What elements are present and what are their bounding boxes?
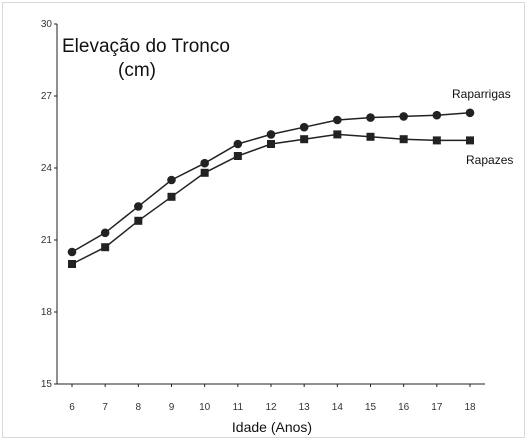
- data-point-raparrigas: [266, 130, 276, 139]
- y-tick-label: 15: [41, 379, 53, 390]
- data-point-rapazes: [366, 132, 375, 141]
- series-label-raparrigas: Raparrigas: [452, 87, 511, 101]
- y-tick-label: 24: [41, 163, 53, 174]
- data-point-rapazes: [466, 136, 474, 145]
- data-point-raparrigas: [366, 113, 375, 122]
- data-point-raparrigas: [299, 122, 309, 132]
- x-tick-label: 11: [233, 402, 244, 413]
- data-point-raparrigas: [333, 115, 342, 125]
- data-point-rapazes: [200, 168, 209, 177]
- x-tick-label: 17: [431, 402, 443, 413]
- data-point-raparrigas: [432, 110, 442, 120]
- data-point-rapazes: [333, 130, 342, 139]
- x-tick-label: 12: [265, 402, 277, 413]
- data-point-rapazes: [134, 216, 143, 225]
- chart-frame: [2, 2, 525, 438]
- data-point-raparrigas: [100, 228, 110, 238]
- chart-ticks: 15 18 21 24 27 30 6 7 8 9 10 11 12 13 14 15 16 17 18: [41, 19, 476, 413]
- series-line-rapazes: [71, 133, 470, 265]
- x-tick-label: 14: [332, 402, 344, 413]
- x-axis-label: Idade (Anos): [232, 419, 312, 435]
- data-point-rapazes: [167, 192, 176, 201]
- data-point-raparrigas: [167, 175, 176, 185]
- data-point-rapazes: [233, 152, 242, 160]
- data-point-raparrigas: [465, 108, 475, 118]
- x-tick-label: 18: [464, 402, 476, 413]
- chart-title-line2: (cm): [118, 60, 156, 81]
- x-tick-label: 13: [299, 402, 311, 413]
- data-point-rapazes: [432, 136, 441, 145]
- data-point-rapazes: [267, 140, 275, 148]
- data-point-raparrigas: [233, 139, 243, 149]
- x-tick-label: 15: [365, 402, 377, 413]
- chart-title-line1: Elevação do Tronco: [62, 36, 230, 57]
- data-point-raparrigas: [134, 202, 143, 211]
- chart-markers: [67, 108, 475, 268]
- x-tick-label: 7: [102, 402, 108, 413]
- y-tick-label: 21: [41, 235, 53, 246]
- x-tick-label: 8: [136, 402, 142, 413]
- y-tick-label: 30: [41, 19, 53, 30]
- data-point-raparrigas: [67, 247, 77, 257]
- data-point-raparrigas: [200, 158, 209, 168]
- y-tick-label: 27: [41, 91, 53, 102]
- x-tick-label: 10: [199, 402, 211, 413]
- x-tick-label: 16: [398, 402, 410, 413]
- series-label-rapazes: Rapazes: [466, 153, 513, 167]
- data-point-rapazes: [68, 260, 76, 268]
- data-point-raparrigas: [399, 112, 408, 121]
- x-tick-label: 9: [169, 402, 175, 413]
- x-tick-label: 6: [69, 402, 75, 413]
- data-point-rapazes: [300, 135, 309, 144]
- data-point-rapazes: [101, 243, 110, 252]
- data-point-rapazes: [399, 135, 408, 144]
- y-tick-label: 18: [41, 307, 53, 318]
